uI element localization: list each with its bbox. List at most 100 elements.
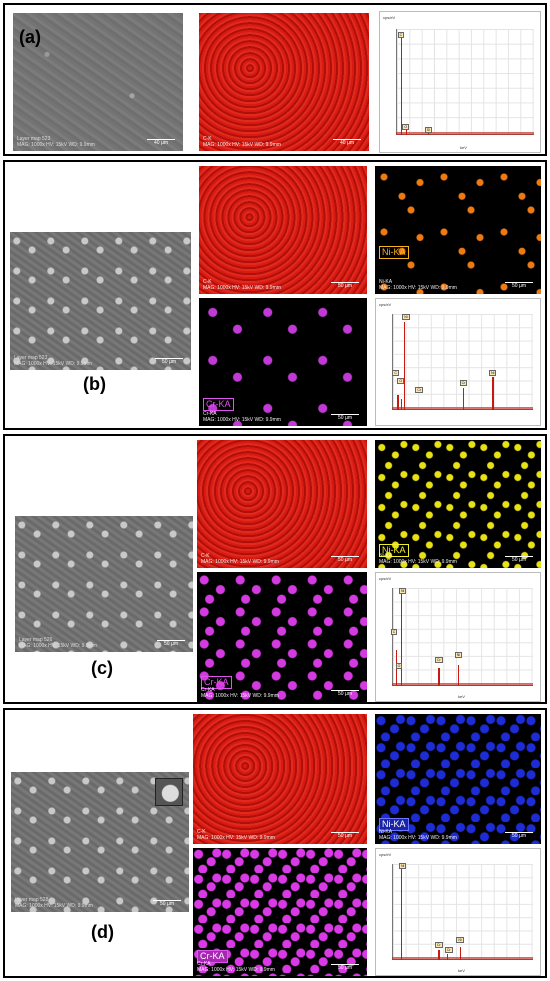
sem-caption-c: Layer map 526 MAG: 1000x HV: 15kV WD: 9.…: [19, 637, 97, 649]
ni-map-scale-bar-c: 50 µm: [505, 556, 533, 563]
sem-caption-d: Layer map 528 MAG: 1000x HV: 15kV WD: 9.…: [15, 897, 93, 909]
spectrum-peak-label-ni2-b: Ni: [489, 369, 497, 376]
ni-map-c: Ni-KA Ni-KA MAG: 1000x HV: 15kV WD: 9.9m…: [375, 440, 541, 568]
spectrum-peak-cr-b: [462, 388, 465, 410]
cr-badge-c: Cr-KA: [201, 676, 232, 689]
spectrum-baseline-c: [392, 682, 534, 686]
panel-label-d: (d): [91, 922, 114, 942]
spectrum-peak-ni-l-d: [400, 866, 402, 960]
ni-map-caption-b: Ni-KA MAG: 1000x HV: 15kV WD: 9.9mm: [379, 279, 457, 291]
sem-caption-a: Layer map 523 MAG: 1000x HV: 15kV WD: 9.…: [17, 136, 95, 148]
cr-map-d: Cr-KA Cr-KA MAG: 1000x HV: 15kV WD: 9.9m…: [193, 848, 367, 976]
carbon-map-scale-bar-a: 40 µm: [333, 139, 361, 146]
eds-spectrum-a: cps/eV C O Si keV: [379, 11, 541, 153]
carbon-map-caption-a: C-K MAG: 1000x HV: 15kV WD: 9.9mm: [203, 136, 281, 148]
spectrum-peak-label-si-a: Si: [424, 126, 432, 133]
sem-image-d: Layer map 528 MAG: 1000x HV: 15kV WD: 9.…: [11, 772, 189, 912]
spectrum-peak-o-b: [400, 398, 402, 410]
carbon-map-caption-c: C-K MAG: 1000x HV: 15kV WD: 9.9mm: [201, 553, 279, 565]
cr-badge-d: Cr-KA: [197, 950, 228, 963]
spectrum-grid-d: [392, 864, 534, 960]
spectrum-peak-label-cr2-b: Cr: [459, 379, 468, 386]
spectrum-peak-ni-l-b: [403, 321, 406, 410]
carbon-map-scale-bar-d: 50 µm: [331, 832, 359, 839]
spectrum-x-label-d: keV: [458, 968, 465, 973]
carbon-map-a: C-K MAG: 1000x HV: 15kV WD: 9.9mm 40 µm: [199, 13, 369, 151]
cr-map-scale-bar-d: 50 µm: [331, 964, 359, 971]
spectrum-peak-ni-l-c: [400, 593, 402, 686]
carbon-map-b: C-K MAG: 1000x HV: 15kV WD: 9.9mm 50 µm: [199, 166, 367, 294]
spectrum-peak-label-o-a: O: [402, 124, 410, 130]
spectrum-peak-label-cr-c: Cr: [435, 657, 443, 664]
spectrum-peak-ni-k-c: [458, 665, 460, 686]
spectrum-peak-cr-c: [438, 667, 440, 686]
cr-badge-b: Cr-KA: [203, 398, 234, 411]
sem-image-b: Layer map 523 MAG: 1000x HV: 15kV WD: 9.…: [10, 232, 191, 370]
panel-c: Layer map 526 MAG: 1000x HV: 15kV WD: 9.…: [3, 434, 547, 704]
cr-map-scale-bar-c: 50 µm: [331, 690, 359, 697]
carbon-map-c: C-K MAG: 1000x HV: 15kV WD: 9.9mm 50 µm: [197, 440, 367, 568]
panel-d: Layer map 528 MAG: 1000x HV: 15kV WD: 9.…: [3, 708, 547, 978]
spectrum-peak-label-o-b: O: [397, 378, 405, 385]
cr-map-caption-c: Cr-KA MAG: 1000x HV: 15kV WD: 9.9mm: [201, 687, 279, 699]
spectrum-peak-label-ni1-c: Ni: [398, 588, 407, 595]
spectrum-grid-a: [396, 28, 534, 136]
sem-scale-bar-d: 50 µm: [153, 900, 181, 907]
spectrum-peak-c-a: [400, 34, 403, 136]
eds-spectrum-c: cps/eV Ni C O Cr Ni keV: [375, 572, 541, 702]
spectrum-peak-label-ni2-d: Ni: [456, 937, 464, 944]
sem-image-a: Layer map 523 MAG: 1000x HV: 15kV WD: 9.…: [13, 13, 183, 151]
cr-map-caption-d: Cr-KA MAG: 1000x HV: 15kV WD: 9.9mm: [197, 961, 275, 973]
ni-badge-d: Ni-KA: [379, 818, 409, 831]
spectrum-peak-label-c-c: C: [390, 629, 398, 636]
sem-inset-image-d: [155, 778, 183, 806]
ni-map-scale-bar-b: 50 µm: [505, 282, 533, 289]
spectrum-peak-label-c-b: C: [392, 369, 399, 376]
spectrum-x-label-c: keV: [458, 694, 465, 699]
spectrum-peak-label-ni2-c: Ni: [454, 652, 463, 659]
panel-a: (a) Layer map 523 MAG: 1000x HV: 15kV WD…: [3, 3, 547, 156]
spectrum-grid-c: [392, 588, 534, 686]
spectrum-peak-cr2-d: [446, 953, 448, 960]
sem-image-c: Layer map 526 MAG: 1000x HV: 15kV WD: 9.…: [15, 516, 193, 652]
spectrum-peak-c-b: [397, 394, 399, 410]
panel-label-b: (b): [83, 374, 106, 394]
spectrum-peak-label-cr1-d: Cr: [435, 942, 443, 949]
spectrum-peak-ni-k-d: [459, 947, 461, 960]
sem-scale-bar-c: 50 µm: [157, 640, 185, 647]
spectrum-peak-label-ni1-d: Ni: [398, 862, 407, 869]
cr-map-caption-b: Cr-KA MAG: 1000x HV: 15kV WD: 9.9mm: [203, 411, 281, 423]
ni-map-scale-bar-d: 50 µm: [505, 832, 533, 839]
spectrum-y-label-d: cps/eV: [379, 852, 392, 857]
spectrum-peak-label-cr2-d: Cr: [444, 947, 453, 954]
panel-label-a: (a): [19, 27, 41, 47]
spectrum-peak-label-o-c: O: [395, 662, 403, 669]
spectrum-baseline-d: [392, 956, 534, 960]
spectrum-peak-o-a: [405, 126, 407, 136]
spectrum-y-label-b: cps/eV: [379, 302, 392, 307]
cr-map-b: Cr-KA Cr-KA MAG: 1000x HV: 15kV WD: 9.9m…: [199, 298, 367, 426]
cr-map-scale-bar-b: 50 µm: [331, 414, 359, 421]
carbon-map-d: C-K MAG: 1000x HV: 15kV WD: 9.9mm 50 µm: [193, 714, 367, 844]
spectrum-y-label-a: cps/eV: [383, 15, 396, 20]
spectrum-peak-label-ni1-b: Ni: [402, 314, 410, 321]
spectrum-peak-label-cr1-b: Cr: [415, 387, 424, 394]
spectrum-baseline-a: [396, 132, 534, 136]
ni-badge-b: Ni-KA: [379, 246, 409, 259]
sem-caption-b: Layer map 523 MAG: 1000x HV: 15kV WD: 9.…: [14, 355, 92, 367]
eds-spectrum-d: cps/eV Ni Cr Cr Ni keV: [375, 848, 541, 976]
carbon-map-scale-bar-b: 50 µm: [331, 282, 359, 289]
ni-map-caption-d: Ni-KA MAG: 1000x HV: 15kV WD: 9.9mm: [379, 829, 457, 841]
spectrum-y-label-c: cps/eV: [379, 576, 392, 581]
ni-map-d: Ni-KA Ni-KA MAG: 1000x HV: 15kV WD: 9.9m…: [375, 714, 541, 844]
spectrum-peak-label-c-a: C: [397, 31, 405, 38]
panel-label-c: (c): [91, 658, 113, 678]
spectrum-peak-ni-k-b: [492, 377, 494, 410]
ni-badge-c: Ni-KA: [379, 544, 409, 557]
ni-map-caption-c: Ni-KA MAG: 1000x HV: 15kV WD: 9.9mm: [379, 553, 457, 565]
sem-scale-bar-b: 50 µm: [155, 358, 183, 365]
eds-spectrum-b: cps/eV Ni C O Cr Cr Ni: [375, 298, 541, 426]
spectrum-peak-cr1-d: [438, 949, 440, 960]
spectrum-x-label-a: keV: [460, 145, 467, 150]
panel-b: Layer map 523 MAG: 1000x HV: 15kV WD: 9.…: [3, 160, 547, 430]
